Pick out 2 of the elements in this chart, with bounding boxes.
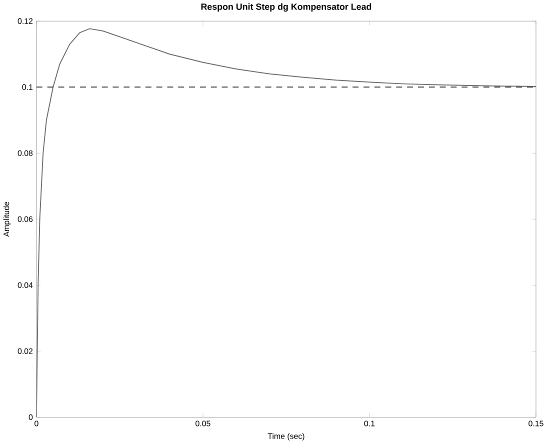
line-series [36, 28, 536, 418]
chart-title: Respon Unit Step dg Kompensator Lead [201, 3, 372, 12]
